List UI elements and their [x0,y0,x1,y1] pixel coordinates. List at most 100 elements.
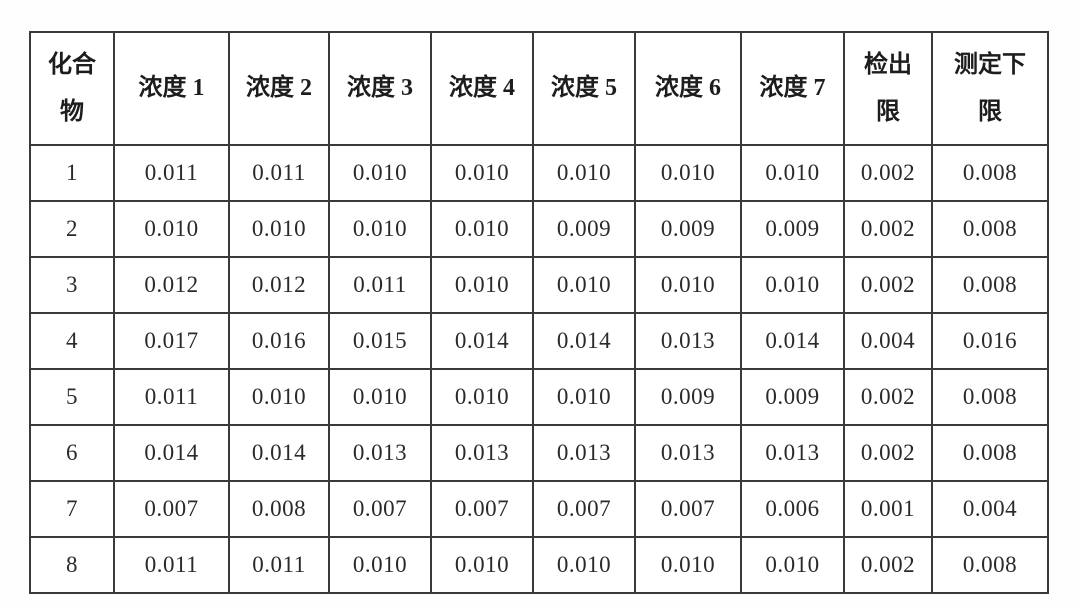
value-cell: 0.007 [328,480,432,538]
value-cell: 0.008 [931,368,1049,426]
table-row: 2 0.010 0.010 0.010 0.010 0.009 0.009 0.009 0.00… [29,200,1049,258]
value-cell: 0.014 [430,312,534,370]
value-cell: 0.002 [843,536,933,594]
value-cell: 0.013 [634,424,742,482]
value-cell: 0.010 [532,144,636,202]
value-cell: 0.017 [113,312,230,370]
value-cell: 0.010 [430,256,534,314]
value-cell: 0.008 [931,144,1049,202]
value-cell: 0.010 [228,200,330,258]
value-cell: 0.010 [328,200,432,258]
value-cell: 0.002 [843,256,933,314]
value-cell: 0.007 [532,480,636,538]
header-cell-detection-limit: 检出 限 [843,31,933,146]
value-cell: 0.008 [931,536,1049,594]
header-cell-concentration-2: 浓度 2 [228,31,330,146]
value-cell: 0.013 [740,424,845,482]
value-cell: 0.010 [532,368,636,426]
header-row: 化合 物浓度 1 浓度 2 浓度 3 浓度 4 浓度 5 浓度 6 浓度 7 检出 限测定下 … [29,31,1049,146]
value-cell: 0.002 [843,424,933,482]
value-cell: 0.016 [931,312,1049,370]
value-cell: 0.010 [328,144,432,202]
value-cell: 0.011 [113,368,230,426]
table-row: 6 0.014 0.014 0.013 0.013 0.013 0.013 0.013 0.00… [29,424,1049,482]
value-cell: 0.010 [740,144,845,202]
value-cell: 0.011 [228,536,330,594]
table-row: 1 0.011 0.011 0.010 0.010 0.010 0.010 0.010 0.00… [29,144,1049,202]
header-cell-lower-determination-limit: 测定下 限 [931,31,1049,146]
compound-cell: 7 [29,480,115,538]
value-cell: 0.004 [931,480,1049,538]
value-cell: 0.010 [228,368,330,426]
value-cell: 0.002 [843,368,933,426]
value-cell: 0.004 [843,312,933,370]
table-row: 5 0.011 0.010 0.010 0.010 0.010 0.009 0.009 0.00… [29,368,1049,426]
table-row: 4 0.017 0.016 0.015 0.014 0.014 0.013 0.014 0.00… [29,312,1049,370]
compound-cell: 1 [29,144,115,202]
table-row: 7 0.007 0.008 0.007 0.007 0.007 0.007 0.006 0.00… [29,480,1049,538]
value-cell: 0.014 [228,424,330,482]
value-cell: 0.010 [532,256,636,314]
value-cell: 0.010 [634,536,742,594]
compound-cell: 5 [29,368,115,426]
concentration-table: 化合 物浓度 1 浓度 2 浓度 3 浓度 4 浓度 5 浓度 6 浓度 7 检出 限测定下 … [29,31,1049,594]
value-cell: 0.010 [740,536,845,594]
value-cell: 0.014 [113,424,230,482]
value-cell: 0.009 [740,368,845,426]
value-cell: 0.010 [634,256,742,314]
table-body: 1 0.011 0.011 0.010 0.010 0.010 0.010 0.010 0.00… [29,144,1049,594]
value-cell: 0.014 [740,312,845,370]
value-cell: 0.011 [113,144,230,202]
header-cell-concentration-5: 浓度 5 [532,31,636,146]
table-row: 8 0.011 0.011 0.010 0.010 0.010 0.010 0.010 0.00… [29,536,1049,594]
value-cell: 0.009 [634,200,742,258]
header-cell-compound: 化合 物 [29,31,115,146]
value-cell: 0.008 [228,480,330,538]
value-cell: 0.012 [228,256,330,314]
header-cell-concentration-4: 浓度 4 [430,31,534,146]
value-cell: 0.009 [740,200,845,258]
table-row: 3 0.012 0.012 0.011 0.010 0.010 0.010 0.010 0.00… [29,256,1049,314]
value-cell: 0.011 [328,256,432,314]
value-cell: 0.010 [430,368,534,426]
value-cell: 0.016 [228,312,330,370]
header-cell-concentration-1: 浓度 1 [113,31,230,146]
value-cell: 0.010 [328,368,432,426]
compound-cell: 8 [29,536,115,594]
value-cell: 0.010 [430,536,534,594]
value-cell: 0.013 [634,312,742,370]
value-cell: 0.010 [328,536,432,594]
value-cell: 0.014 [532,312,636,370]
value-cell: 0.008 [931,256,1049,314]
value-cell: 0.015 [328,312,432,370]
value-cell: 0.011 [228,144,330,202]
value-cell: 0.010 [430,144,534,202]
header-cell-concentration-3: 浓度 3 [328,31,432,146]
value-cell: 0.009 [634,368,742,426]
value-cell: 0.007 [634,480,742,538]
value-cell: 0.008 [931,424,1049,482]
value-cell: 0.001 [843,480,933,538]
value-cell: 0.010 [634,144,742,202]
value-cell: 0.013 [532,424,636,482]
value-cell: 0.013 [328,424,432,482]
value-cell: 0.007 [113,480,230,538]
value-cell: 0.010 [113,200,230,258]
value-cell: 0.010 [532,536,636,594]
value-cell: 0.002 [843,144,933,202]
value-cell: 0.011 [113,536,230,594]
value-cell: 0.010 [740,256,845,314]
compound-cell: 6 [29,424,115,482]
value-cell: 0.010 [430,200,534,258]
header-cell-concentration-6: 浓度 6 [634,31,742,146]
compound-cell: 2 [29,200,115,258]
value-cell: 0.002 [843,200,933,258]
value-cell: 0.012 [113,256,230,314]
value-cell: 0.009 [532,200,636,258]
value-cell: 0.013 [430,424,534,482]
value-cell: 0.008 [931,200,1049,258]
value-cell: 0.006 [740,480,845,538]
compound-cell: 3 [29,256,115,314]
compound-cell: 4 [29,312,115,370]
